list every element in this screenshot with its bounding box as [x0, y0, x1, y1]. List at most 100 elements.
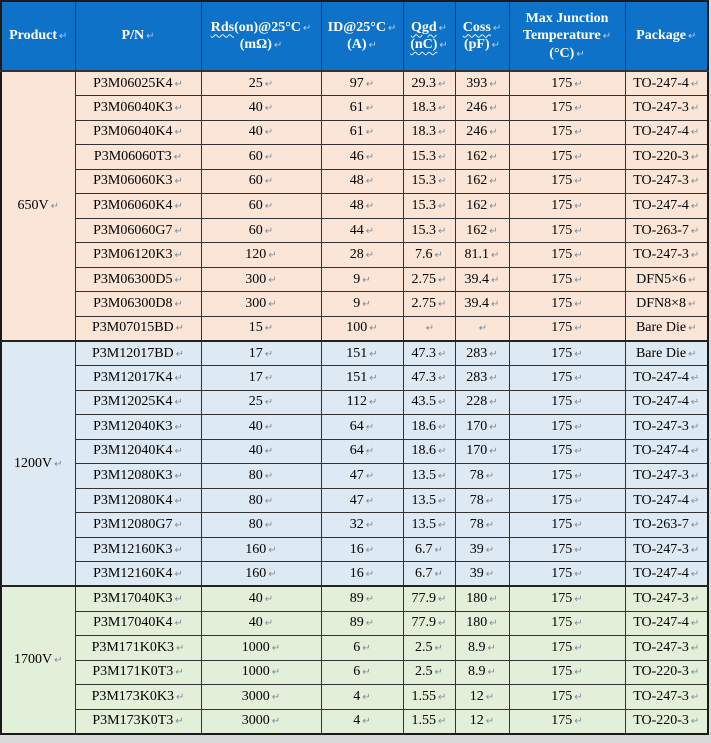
cell-idcur[interactable]: 61 ↵ — [320, 119, 404, 146]
cell-package[interactable]: TO-247-4 ↵ — [624, 193, 709, 219]
cell-idcur[interactable]: 47 ↵ — [320, 463, 404, 489]
cell-rdson[interactable]: 80 ↵ — [200, 487, 322, 514]
cell-pn[interactable]: P3M12080K4 ↵ — [74, 487, 202, 514]
cell-coss[interactable]: 39.4 ↵ — [454, 291, 510, 317]
cell-pn[interactable]: P3M06060T3 ↵ — [74, 144, 202, 170]
cell-coss[interactable]: 39 ↵ — [454, 561, 510, 587]
cell-rdson[interactable]: 40 ↵ — [200, 414, 322, 440]
cell-rdson[interactable]: 160 ↵ — [200, 536, 322, 563]
cell-package[interactable]: Bare Die ↵ — [624, 315, 709, 342]
cell-idcur[interactable]: 6 ↵ — [320, 659, 404, 686]
cell-coss[interactable]: 8.9 ↵ — [454, 635, 510, 661]
cell-rdson[interactable]: 17 ↵ — [200, 365, 322, 391]
cell-rdson[interactable]: 3000 ↵ — [200, 708, 322, 735]
cell-maxtj[interactable]: 175 ↵ — [508, 585, 626, 612]
cell-rdson[interactable]: 300 ↵ — [200, 266, 322, 293]
cell-maxtj[interactable]: 175 ↵ — [508, 217, 626, 244]
cell-qgd[interactable]: 43.5 ↵ — [402, 389, 456, 416]
cell-idcur[interactable]: 4 ↵ — [320, 684, 404, 710]
cell-maxtj[interactable]: 175 ↵ — [508, 389, 626, 416]
cell-qgd[interactable]: 47.3 ↵ — [402, 365, 456, 391]
cell-qgd[interactable]: 15.3 ↵ — [402, 144, 456, 170]
col-header-coss[interactable]: Coss ↵ (pF) ↵ — [454, 0, 510, 72]
cell-pn[interactable]: P3M06300D8 ↵ — [74, 291, 202, 317]
cell-coss[interactable]: ↵ — [454, 315, 510, 342]
cell-package[interactable]: TO-247-4 ↵ — [624, 70, 709, 97]
cell-qgd[interactable]: 2.75 ↵ — [402, 266, 456, 293]
cell-pn[interactable]: P3M06025K4 ↵ — [74, 70, 202, 97]
cell-idcur[interactable]: 47 ↵ — [320, 487, 404, 514]
cell-qgd[interactable]: 6.7 ↵ — [402, 561, 456, 587]
cell-idcur[interactable]: 64 ↵ — [320, 438, 404, 465]
cell-rdson[interactable]: 60 ↵ — [200, 144, 322, 170]
cell-qgd[interactable]: 2.5 ↵ — [402, 635, 456, 661]
cell-maxtj[interactable]: 175 ↵ — [508, 561, 626, 587]
cell-idcur[interactable]: 16 ↵ — [320, 561, 404, 587]
cell-rdson[interactable]: 40 ↵ — [200, 438, 322, 465]
cell-pn[interactable]: P3M12080K3 ↵ — [74, 463, 202, 489]
cell-qgd[interactable]: 13.5 ↵ — [402, 512, 456, 538]
cell-coss[interactable]: 246 ↵ — [454, 95, 510, 121]
cell-maxtj[interactable]: 175 ↵ — [508, 193, 626, 219]
cell-maxtj[interactable]: 175 ↵ — [508, 70, 626, 97]
col-header-product[interactable]: Product ↵ — [0, 0, 76, 72]
product-group-cell-1200v[interactable]: 1200V ↵ — [0, 340, 76, 587]
cell-pn[interactable]: P3M12017K4 ↵ — [74, 365, 202, 391]
cell-rdson[interactable]: 60 ↵ — [200, 217, 322, 244]
cell-pn[interactable]: P3M06040K3 ↵ — [74, 95, 202, 121]
cell-package[interactable]: TO-247-3 ↵ — [624, 684, 709, 710]
cell-package[interactable]: DFN5×6 ↵ — [624, 266, 709, 293]
cell-package[interactable]: TO-247-3 ↵ — [624, 463, 709, 489]
cell-pn[interactable]: P3M171K0K3 ↵ — [74, 635, 202, 661]
cell-pn[interactable]: P3M12160K4 ↵ — [74, 561, 202, 587]
cell-maxtj[interactable]: 175 ↵ — [508, 708, 626, 735]
cell-pn[interactable]: P3M12080G7 ↵ — [74, 512, 202, 538]
cell-coss[interactable]: 283 ↵ — [454, 365, 510, 391]
cell-pn[interactable]: P3M12040K3 ↵ — [74, 414, 202, 440]
cell-rdson[interactable]: 17 ↵ — [200, 340, 322, 367]
product-group-cell-650v[interactable]: 650V ↵ — [0, 69, 76, 342]
cell-coss[interactable]: 78 ↵ — [454, 512, 510, 538]
cell-rdson[interactable]: 15 ↵ — [200, 315, 322, 342]
cell-maxtj[interactable]: 175 ↵ — [508, 95, 626, 121]
cell-qgd[interactable]: 18.6 ↵ — [402, 438, 456, 465]
cell-maxtj[interactable]: 175 ↵ — [508, 512, 626, 538]
cell-maxtj[interactable]: 175 ↵ — [508, 487, 626, 514]
cell-qgd[interactable]: 1.55 ↵ — [402, 708, 456, 735]
cell-idcur[interactable]: 48 ↵ — [320, 193, 404, 219]
cell-maxtj[interactable]: 175 ↵ — [508, 635, 626, 661]
cell-pn[interactable]: P3M12025K4 ↵ — [74, 389, 202, 416]
cell-package[interactable]: TO-247-3 ↵ — [624, 585, 709, 612]
cell-idcur[interactable]: 97 ↵ — [320, 70, 404, 97]
cell-pn[interactable]: P3M171K0T3 ↵ — [74, 659, 202, 686]
cell-package[interactable]: TO-247-3 ↵ — [624, 414, 709, 440]
cell-rdson[interactable]: 1000 ↵ — [200, 635, 322, 661]
cell-qgd[interactable]: 15.3 ↵ — [402, 168, 456, 195]
cell-qgd[interactable]: 18.6 ↵ — [402, 414, 456, 440]
cell-qgd[interactable]: 7.6 ↵ — [402, 242, 456, 268]
cell-maxtj[interactable]: 175 ↵ — [508, 119, 626, 146]
cell-idcur[interactable]: 64 ↵ — [320, 414, 404, 440]
cell-coss[interactable]: 39 ↵ — [454, 536, 510, 563]
cell-coss[interactable]: 180 ↵ — [454, 610, 510, 637]
cell-qgd[interactable]: 18.3 ↵ — [402, 95, 456, 121]
cell-coss[interactable]: 12 ↵ — [454, 684, 510, 710]
cell-rdson[interactable]: 160 ↵ — [200, 561, 322, 587]
cell-maxtj[interactable]: 175 ↵ — [508, 266, 626, 293]
cell-qgd[interactable]: 2.75 ↵ — [402, 291, 456, 317]
cell-idcur[interactable]: 6 ↵ — [320, 635, 404, 661]
cell-idcur[interactable]: 28 ↵ — [320, 242, 404, 268]
cell-qgd[interactable]: 29.3 ↵ — [402, 70, 456, 97]
cell-idcur[interactable]: 100 ↵ — [320, 315, 404, 342]
cell-package[interactable]: TO-247-3 ↵ — [624, 95, 709, 121]
cell-qgd[interactable]: 13.5 ↵ — [402, 463, 456, 489]
cell-coss[interactable]: 162 ↵ — [454, 144, 510, 170]
cell-coss[interactable]: 8.9 ↵ — [454, 659, 510, 686]
cell-maxtj[interactable]: 175 ↵ — [508, 242, 626, 268]
col-header-package[interactable]: Package ↵ — [624, 0, 709, 72]
col-header-rdson[interactable]: Rds(on)@25°C ↵ (mΩ) ↵ — [200, 0, 322, 72]
cell-qgd[interactable]: 2.5 ↵ — [402, 659, 456, 686]
cell-maxtj[interactable]: 175 ↵ — [508, 291, 626, 317]
cell-pn[interactable]: P3M17040K4 ↵ — [74, 610, 202, 637]
cell-idcur[interactable]: 9 ↵ — [320, 291, 404, 317]
